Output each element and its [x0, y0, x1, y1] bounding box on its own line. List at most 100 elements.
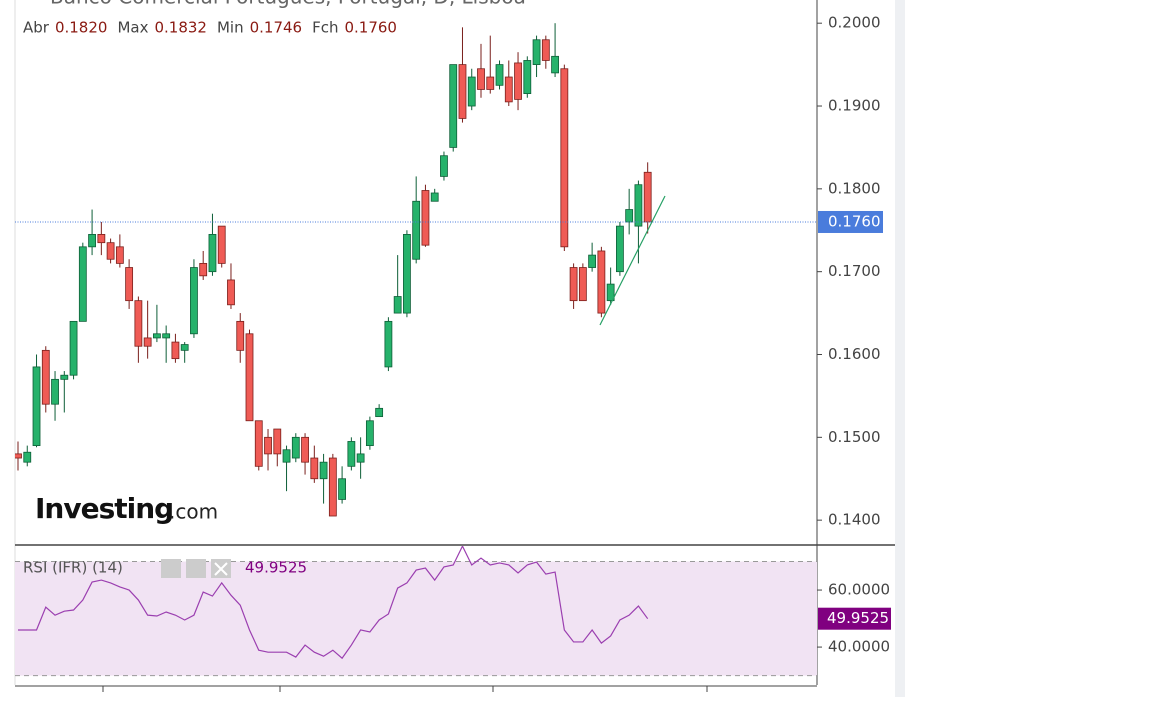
candle-body	[616, 225, 624, 273]
candle-body	[301, 436, 309, 463]
candle-body	[504, 76, 513, 103]
y-tick-label: 0.1800	[828, 179, 881, 197]
y-tick-label: 0.2000	[828, 14, 881, 32]
rsi-tick-label: 60.0000	[828, 581, 890, 599]
candle-body	[486, 76, 495, 90]
candle-body	[430, 192, 439, 202]
candle-body	[347, 441, 356, 467]
candle-body	[264, 436, 272, 455]
candle-body	[523, 60, 532, 94]
rsi-toolbar[interactable]	[161, 559, 231, 578]
candle-body	[208, 233, 217, 273]
y-tick-label: 0.1900	[828, 97, 881, 115]
y-tick-label: 0.1700	[828, 262, 881, 280]
candle-body	[541, 39, 550, 61]
scrollbar	[895, 0, 905, 697]
candle-body	[606, 283, 615, 302]
rsi-line	[18, 546, 649, 660]
candle-body	[384, 320, 393, 368]
candle-body	[115, 246, 124, 264]
watermark-suffix: .com	[169, 500, 218, 524]
candle-body	[152, 333, 161, 339]
candle-body	[106, 242, 115, 260]
candle-body	[328, 457, 337, 517]
candle-body	[199, 262, 208, 277]
ohlc-name: Fch	[312, 19, 338, 37]
candle-body	[162, 333, 171, 339]
candle-body	[236, 320, 245, 351]
candle-body	[532, 39, 541, 66]
candle-body	[634, 184, 643, 227]
candle-body	[319, 461, 328, 480]
trend-line	[599, 195, 666, 326]
ohlc-value: 0.1760	[344, 19, 397, 37]
candle-body	[578, 267, 587, 302]
candle-body	[458, 64, 467, 119]
ohlc-value: 0.1746	[250, 19, 303, 37]
watermark-brand: Investing	[35, 492, 173, 525]
candle-body	[245, 333, 254, 422]
candle-body	[375, 407, 384, 418]
candle-body	[190, 267, 198, 335]
candle-body	[15, 453, 22, 459]
rsi-value: 49.9525	[245, 559, 307, 577]
candle-body	[41, 349, 50, 405]
candle-body	[171, 341, 180, 360]
candle-body	[625, 209, 634, 223]
candle-body	[356, 453, 365, 463]
candle-body	[551, 55, 559, 74]
candle-body	[495, 64, 504, 86]
candle-body	[338, 478, 347, 500]
candle-body	[467, 76, 476, 107]
candle-body	[23, 451, 32, 463]
candle-body	[421, 190, 430, 246]
candle-body	[134, 300, 143, 347]
rsi-last-label: 49.9525	[827, 609, 889, 627]
chart-title: Banco Comercial Português, Portugal, D, …	[50, 0, 526, 9]
candle-body	[254, 420, 263, 467]
time-ticks	[102, 686, 708, 692]
candle-body	[291, 436, 300, 459]
last-price-label: 0.1760	[828, 212, 881, 230]
candle-body	[569, 267, 578, 302]
candle-body	[88, 233, 96, 248]
y-tick-label: 0.1500	[828, 428, 881, 446]
candle-body	[282, 449, 291, 463]
candle-body	[393, 296, 402, 314]
rsi-name: RSI (IFR) (14)	[23, 559, 123, 577]
last-price-box	[818, 210, 883, 233]
candle-body	[412, 200, 421, 260]
candle-body	[51, 378, 59, 405]
candle-body	[588, 254, 597, 268]
candle-body	[60, 374, 69, 380]
candle-body	[597, 250, 606, 314]
candle-body	[440, 155, 448, 177]
candle-body	[180, 344, 189, 351]
candle-body	[125, 267, 134, 302]
y-tick-label: 0.1400	[828, 511, 881, 529]
candle-body	[365, 420, 374, 447]
candle-body	[32, 366, 41, 447]
ohlc-name: Abr	[23, 19, 50, 37]
candle-body	[217, 225, 226, 264]
candle-body	[227, 279, 235, 306]
candle-body	[143, 337, 152, 347]
rsi-band	[15, 561, 817, 676]
ohlc-value: 0.1820	[55, 19, 108, 37]
candle-body	[78, 246, 87, 322]
candle-body	[403, 233, 411, 314]
candle-body	[643, 171, 652, 223]
candle-body	[310, 457, 319, 480]
rsi-last-box	[818, 607, 891, 630]
rsi-tick-label: 40.0000	[828, 638, 890, 656]
candle-body	[449, 64, 458, 148]
candle-body	[560, 68, 569, 248]
ohlc-name: Min	[217, 19, 244, 37]
ohlc-name: Max	[117, 19, 148, 37]
candle-body	[97, 233, 106, 244]
candle-body	[514, 62, 522, 100]
candle-body	[273, 428, 282, 455]
candle-body	[477, 68, 485, 90]
